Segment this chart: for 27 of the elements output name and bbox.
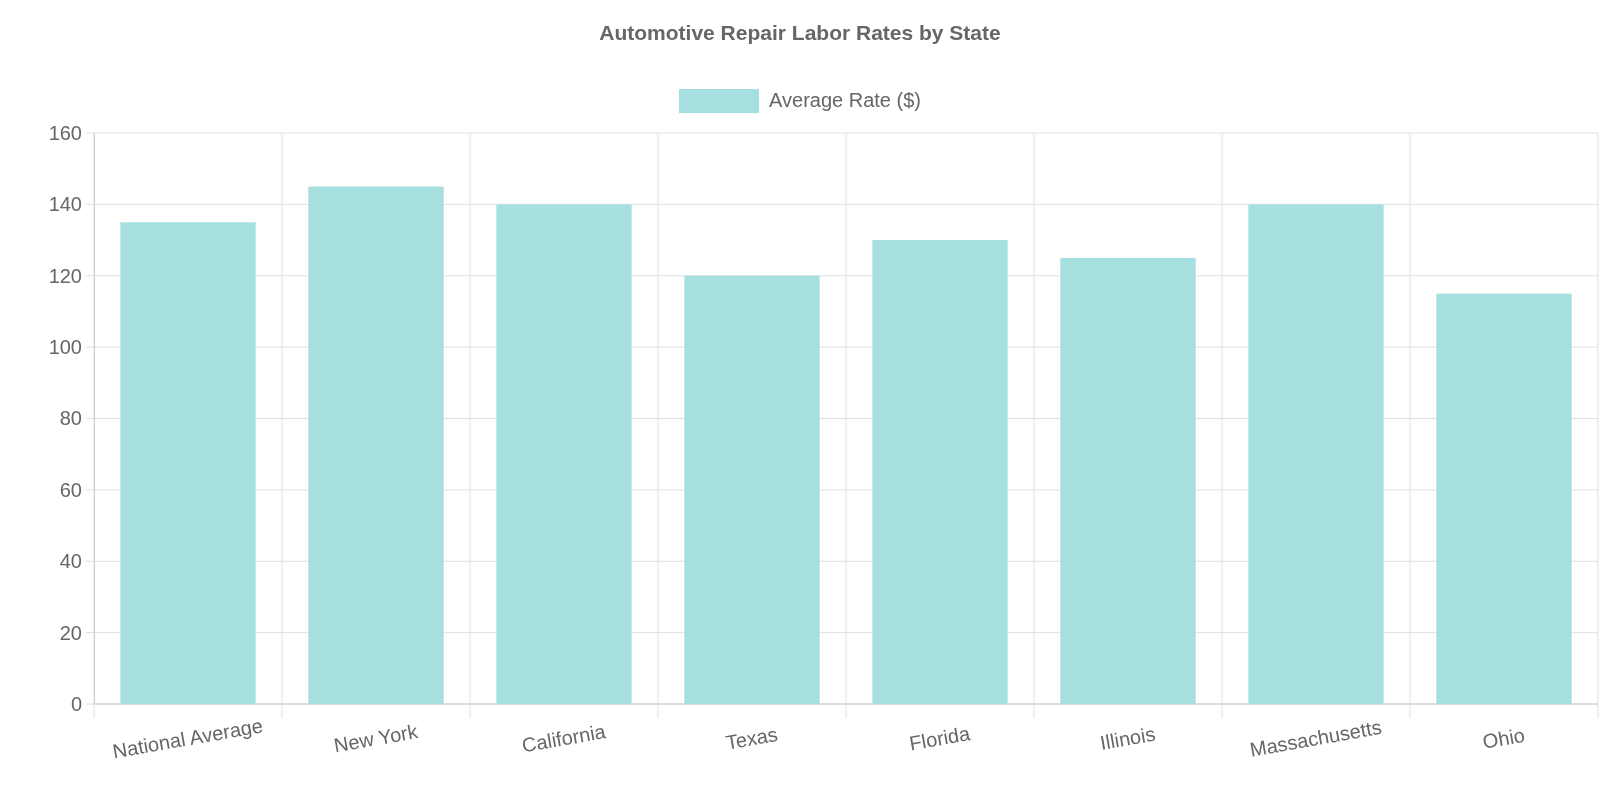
bar	[1060, 257, 1196, 704]
x-tick-label: California	[520, 719, 609, 757]
y-tick-label: 80	[59, 407, 82, 430]
chart-title: Automotive Repair Labor Rates by State	[599, 21, 1001, 44]
bar	[120, 222, 256, 704]
x-tick-label: New York	[332, 719, 421, 757]
x-tick-label: Illinois	[1098, 722, 1157, 754]
legend-label: Average Rate ($)	[769, 89, 921, 112]
y-tick-label: 140	[48, 193, 82, 216]
y-tick-label: 120	[48, 264, 82, 287]
bar	[1436, 293, 1572, 704]
x-tick-label: Florida	[907, 722, 973, 755]
bar	[308, 186, 444, 704]
x-tick-label: Texas	[724, 722, 780, 754]
x-tick-label: National Average	[110, 714, 265, 763]
bar	[496, 204, 632, 704]
bar	[1248, 204, 1384, 704]
x-tick-label: Ohio	[1480, 723, 1527, 753]
y-tick-label: 40	[59, 550, 82, 573]
bar	[684, 275, 820, 704]
x-tick-label: Massachusetts	[1248, 715, 1384, 761]
y-tick-label: 0	[70, 692, 82, 715]
y-tick-label: 20	[59, 621, 82, 644]
y-tick-label: 60	[59, 478, 82, 501]
y-tick-label: 100	[48, 336, 82, 359]
y-tick-label: 160	[48, 121, 82, 144]
bar	[872, 240, 1008, 704]
